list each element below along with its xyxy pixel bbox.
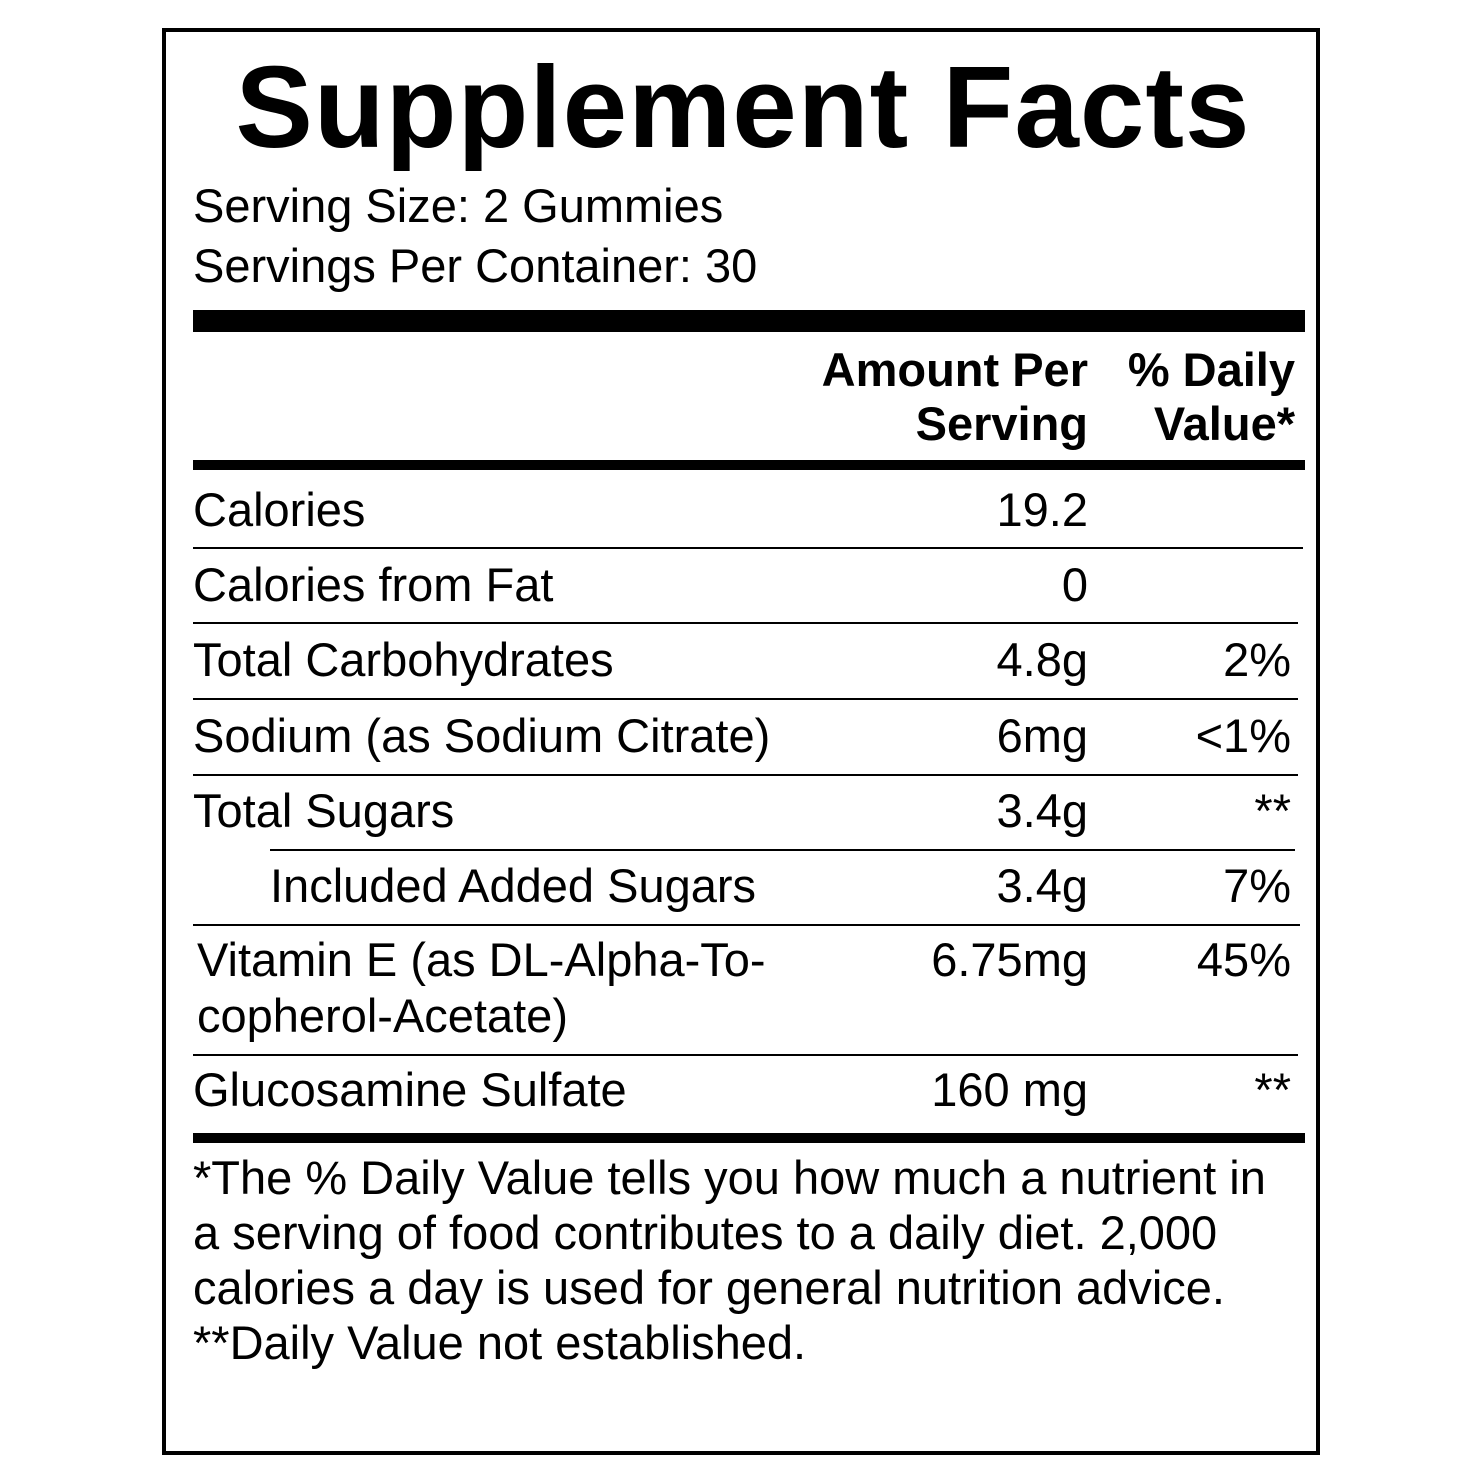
- row-divider: [193, 774, 1298, 776]
- footnote-not-established: **Daily Value not established.: [193, 1316, 807, 1369]
- medium-divider: [193, 460, 1305, 470]
- nutrient-amount: 3.4g: [996, 859, 1088, 912]
- nutrient-name: Sodium (as Sodium Citrate): [193, 709, 771, 762]
- nutrient-name: Total Sugars: [193, 784, 455, 837]
- nutrient-name-continued: copherol-Acetate): [197, 989, 568, 1042]
- row-divider: [193, 547, 1303, 549]
- nutrient-dv: <1%: [1195, 709, 1291, 762]
- nutrient-dv: 7%: [1223, 859, 1291, 912]
- footnote-dv-explanation: *The % Daily Value tells you how much a …: [193, 1151, 1266, 1314]
- nutrient-name: Total Carbohydrates: [193, 633, 614, 686]
- nutrient-dv: **: [1254, 1063, 1291, 1116]
- label-title: Supplement Facts: [235, 42, 1251, 172]
- nutrient-amount: 3.4g: [996, 784, 1088, 837]
- nutrient-amount: 0: [1061, 558, 1088, 611]
- nutrient-amount: 6mg: [996, 709, 1088, 762]
- nutrient-name: Included Added Sugars: [270, 859, 757, 912]
- serving-size: Serving Size: 2 Gummies: [193, 179, 724, 232]
- nutrient-dv: **: [1254, 784, 1291, 837]
- row-divider: [193, 924, 1300, 926]
- header-dv-line2: Value*: [1153, 397, 1295, 450]
- servings-per-container: Servings Per Container: 30: [193, 239, 758, 292]
- nutrient-name: Calories from Fat: [193, 558, 554, 611]
- row-divider: [193, 622, 1298, 624]
- medium-divider: [193, 1133, 1305, 1143]
- nutrient-name: Vitamin E (as DL-Alpha-To-: [197, 933, 766, 986]
- nutrient-dv: 45%: [1196, 933, 1291, 986]
- row-divider: [193, 1054, 1298, 1056]
- row-divider: [270, 849, 1295, 851]
- header-amount-line2: Serving: [915, 397, 1088, 450]
- header-dv-line1: % Daily: [1127, 343, 1295, 396]
- nutrient-amount: 19.2: [996, 483, 1088, 536]
- header-amount-line1: Amount Per: [821, 343, 1088, 396]
- nutrient-name: Calories: [193, 483, 366, 536]
- footnote: *The % Daily Value tells you how much a …: [193, 1150, 1303, 1370]
- nutrient-amount: 4.8g: [996, 633, 1088, 686]
- row-divider: [193, 698, 1298, 700]
- thick-divider: [193, 310, 1305, 332]
- nutrient-amount: 6.75mg: [931, 933, 1088, 986]
- nutrient-name: Glucosamine Sulfate: [193, 1063, 627, 1116]
- nutrient-dv: 2%: [1223, 633, 1291, 686]
- nutrient-amount: 160 mg: [931, 1063, 1088, 1116]
- label-border: [162, 28, 1320, 1455]
